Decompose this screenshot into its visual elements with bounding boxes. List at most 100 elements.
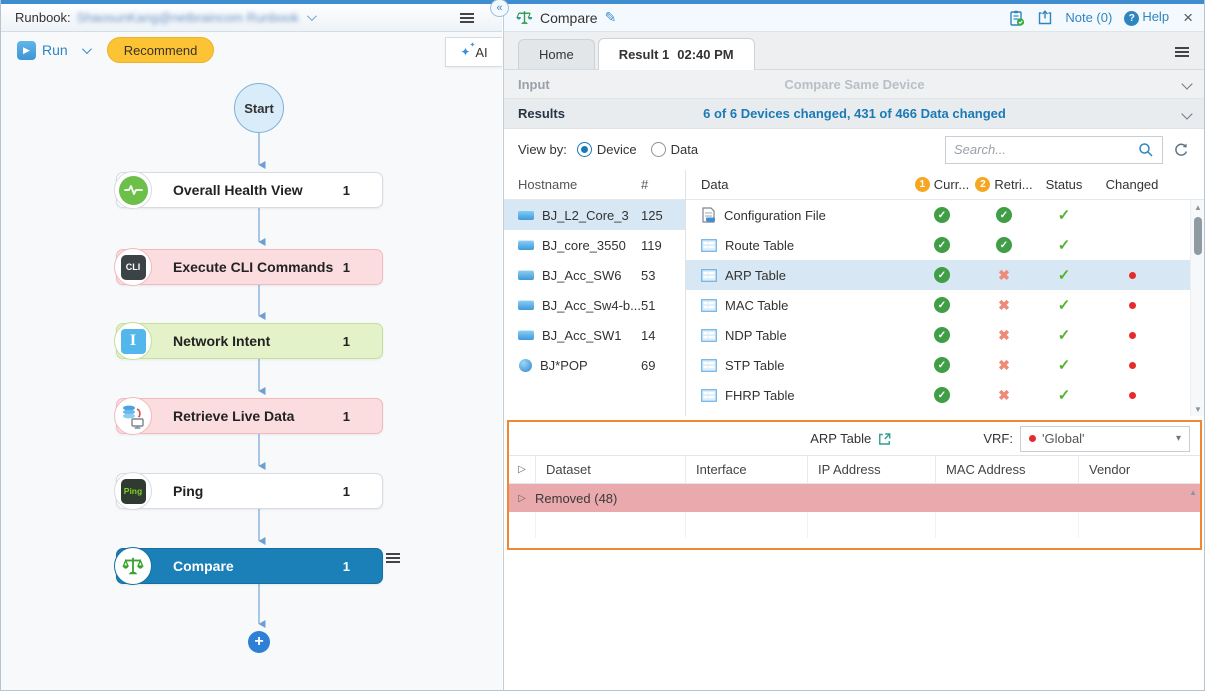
close-icon[interactable]: × (1183, 8, 1193, 27)
expand-row-icon[interactable] (509, 493, 535, 504)
host-row[interactable]: BJ_Acc_SW1 14 (504, 320, 685, 350)
host-row[interactable]: BJ_core_3550 119 (504, 230, 685, 260)
col-changed: Changed (1105, 177, 1159, 192)
data-row[interactable]: Route Table ✓ ✓ ✓ (686, 230, 1204, 260)
open-external-icon[interactable] (878, 432, 892, 446)
hostname-table-header: Hostname # (504, 170, 685, 200)
data-row[interactable]: STP Table ✓ ✖ ✓ (686, 350, 1204, 380)
runbook-header: Runbook: ShaosunKang@netbraincom Runbook (1, 4, 502, 32)
search-input[interactable] (954, 142, 1138, 157)
host-row[interactable]: BJ_L2_Core_3 125 (504, 200, 685, 230)
data-row-selected[interactable]: ARP Table ✓ ✖ ✓ (686, 260, 1204, 290)
search-icon[interactable] (1138, 142, 1154, 158)
runbook-dropdown-chevron-icon[interactable] (306, 11, 317, 22)
table-icon (701, 328, 717, 342)
ai-button[interactable]: ✦ AI (445, 37, 502, 67)
switch-icon (518, 300, 534, 310)
refresh-icon[interactable] (1173, 142, 1189, 158)
results-section-summary: 6 of 6 Devices changed, 431 of 466 Data … (703, 106, 1006, 121)
radio-data-icon[interactable] (650, 142, 666, 157)
expand-all-icon[interactable] (509, 464, 535, 475)
scrollbar-thumb[interactable] (1194, 217, 1202, 255)
results-section-header[interactable]: Results 6 of 6 Devices changed, 431 of 4… (504, 99, 1204, 129)
node-count: 1 (342, 408, 350, 424)
collapse-panel-button[interactable]: « (490, 0, 509, 17)
node-count: 1 (342, 259, 350, 275)
runbook-name-blurred[interactable]: ShaosunKang@netbraincom Runbook (76, 10, 299, 25)
flow-node-execute-cli-commands[interactable]: CLI Execute CLI Commands 1 (114, 248, 383, 286)
radio-device-icon[interactable] (576, 142, 592, 157)
run-button[interactable]: ▶ Run (17, 40, 92, 60)
current-number-badge: 1 (914, 177, 930, 192)
compare-titlebar: Compare ✎ Note (0) ? Help × (504, 4, 1204, 32)
flow-node-compare[interactable]: Compare 1 (114, 547, 383, 585)
arp-table-detail-panel: ARP Table VRF: 'Global' (507, 420, 1202, 550)
view-by-radio-group: Device Data (576, 142, 698, 157)
data-row[interactable]: Configuration File ✓ ✓ ✓ (686, 200, 1204, 230)
status-ok-icon: ✓ (1057, 387, 1071, 404)
host-row[interactable]: BJ_Acc_SW6 53 (504, 260, 685, 290)
current-ok-icon: ✓ (934, 297, 950, 313)
scroll-up-icon[interactable]: ▲ (1194, 202, 1202, 212)
col-data: Data (701, 177, 729, 192)
run-dropdown-chevron-icon[interactable] (81, 43, 92, 54)
tab-result-1[interactable]: Result 1 02:40 PM (597, 38, 755, 70)
host-row[interactable]: BJ_Acc_Sw4-b... 51 (504, 290, 685, 320)
runbook-panel: Runbook: ShaosunKang@netbraincom Runbook… (1, 4, 502, 690)
result-tabbar: Home Result 1 02:40 PM (504, 32, 1204, 70)
retrieve-live-data-icon (114, 397, 152, 435)
edit-title-icon[interactable]: ✎ (604, 9, 617, 25)
node-label: Overall Health View (173, 182, 303, 198)
vrf-dropdown[interactable]: 'Global' (1020, 425, 1190, 452)
current-ok-icon: ✓ (934, 267, 950, 283)
vrf-selector: VRF: 'Global' (983, 425, 1200, 452)
panel-title: Compare (540, 9, 598, 26)
tabbar-menu-icon[interactable] (1175, 47, 1189, 57)
export-icon[interactable] (1037, 9, 1053, 26)
note-button[interactable]: Note (0) (1065, 10, 1113, 25)
flow-node-network-intent[interactable]: I Network Intent 1 (114, 322, 383, 360)
switch-icon (518, 330, 534, 340)
report-icon[interactable] (1009, 10, 1025, 26)
radio-device[interactable]: Device (576, 142, 637, 157)
detail-scroll-up-icon[interactable]: ▲ (1189, 488, 1197, 497)
col-count: # (641, 177, 649, 192)
results-section-label: Results (518, 106, 565, 121)
col-ip-address: IP Address (807, 456, 935, 483)
data-row[interactable]: NDP Table ✓ ✖ ✓ (686, 320, 1204, 350)
removed-group-row[interactable]: Removed (48) ▲ (509, 484, 1200, 512)
radio-data[interactable]: Data (650, 142, 698, 157)
flow-node-retrieve-live-data[interactable]: Retrieve Live Data 1 (114, 397, 383, 435)
switch-icon (518, 210, 534, 220)
switch-icon (518, 270, 534, 280)
data-row[interactable]: MAC Table ✓ ✖ ✓ (686, 290, 1204, 320)
retrieved-fail-icon: ✖ (998, 386, 1010, 403)
input-section-header[interactable]: Input Compare Same Device (504, 70, 1204, 99)
scroll-down-icon[interactable]: ▼ (1194, 404, 1202, 414)
run-label: Run (42, 42, 68, 58)
help-button[interactable]: ? Help (1124, 9, 1169, 26)
flow-node-overall-health-view[interactable]: Overall Health View 1 (114, 171, 383, 209)
sparkle-icon: ✦ (460, 41, 475, 59)
recommend-button[interactable]: Recommend (106, 37, 215, 63)
retrieved-fail-icon: ✖ (998, 266, 1010, 283)
status-ok-icon: ✓ (1057, 357, 1071, 374)
tab-home[interactable]: Home (518, 39, 595, 69)
table-icon (701, 298, 717, 312)
host-row[interactable]: BJ*POP 69 (504, 350, 685, 380)
compare-node-menu-icon[interactable] (386, 553, 400, 563)
retrieved-number-badge: 2 (975, 177, 991, 192)
data-table-scrollbar[interactable]: ▲ ▼ (1190, 200, 1204, 416)
table-icon (701, 388, 717, 402)
detail-table-header: Dataset Interface IP Address MAC Address… (509, 455, 1200, 484)
flow-node-start[interactable]: Start (234, 83, 284, 133)
add-node-button[interactable]: + (248, 631, 270, 653)
config-file-icon (702, 207, 715, 223)
node-count: 1 (342, 182, 350, 198)
col-hostname: Hostname (518, 177, 578, 192)
runbook-menu-icon[interactable] (460, 12, 474, 23)
runbook-flowchart: Start Overall Health View 1 CLI Execute … (1, 68, 502, 690)
flow-node-ping[interactable]: Ping Ping 1 (114, 472, 383, 510)
data-row[interactable]: FHRP Table ✓ ✖ ✓ (686, 380, 1204, 410)
